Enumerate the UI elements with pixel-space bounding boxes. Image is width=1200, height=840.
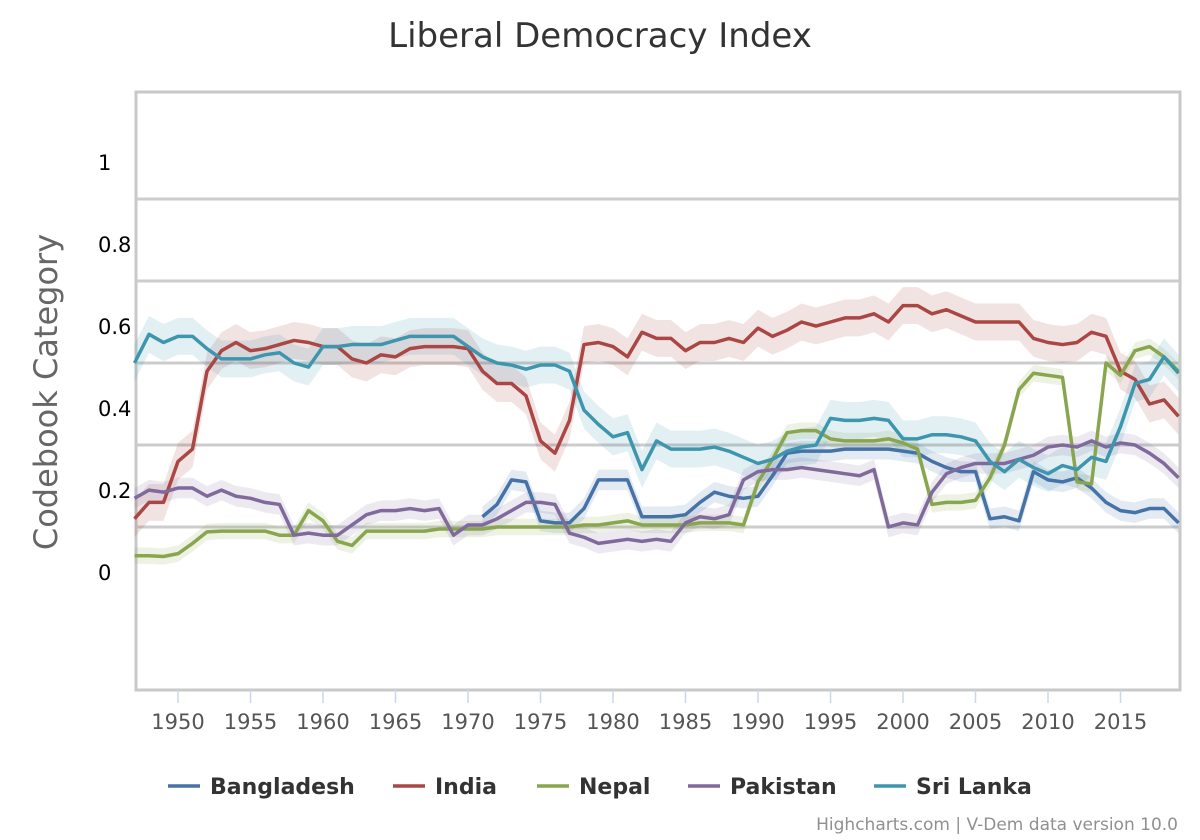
x-tick-label: 1980 — [586, 710, 639, 734]
series-lines — [132, 303, 1180, 559]
x-tick-label: 1975 — [514, 710, 567, 734]
x-tick-label: 1950 — [151, 710, 204, 734]
legend-label: India — [435, 775, 497, 800]
series-line-nepal[interactable] — [134, 344, 1180, 559]
y-tick-label: 1 — [98, 151, 111, 175]
x-tick-label: 2005 — [949, 710, 1002, 734]
x-axis: 1950 1955 1960 1965 1970 1975 1980 1985 1990 1995… — [151, 690, 1147, 734]
x-tick-label: 1965 — [369, 710, 422, 734]
y-tick-label: 0.2 — [98, 479, 131, 503]
y-tick-label: 0.8 — [98, 233, 131, 257]
confidence-bands — [134, 287, 1179, 565]
series-line-pakistan[interactable] — [133, 439, 1180, 546]
legend-item-sri-lanka[interactable]: Sri Lanka — [874, 775, 1032, 800]
x-tick-label: 2010 — [1021, 710, 1074, 734]
credits[interactable]: Highcharts.com | V-Dem data version 10.0 — [816, 815, 1178, 835]
series-line-bangladesh[interactable] — [481, 447, 1180, 525]
legend-label: Pakistan — [730, 775, 837, 800]
legend-item-india[interactable]: India — [393, 775, 497, 800]
x-tick-label: 1955 — [224, 710, 277, 734]
x-tick-label: 1995 — [804, 710, 857, 734]
x-tick-label: 2015 — [1094, 710, 1147, 734]
x-tick-label: 1985 — [659, 710, 712, 734]
legend-item-pakistan[interactable]: Pakistan — [688, 775, 837, 800]
series-line-india[interactable] — [133, 303, 1180, 520]
plot-border — [134, 90, 1182, 692]
confidence-band-bangladesh — [482, 438, 1179, 534]
y-tick-label: 0 — [98, 561, 111, 585]
legend-label: Bangladesh — [210, 775, 355, 800]
x-tick-label: 1990 — [731, 710, 784, 734]
y-tick-label: 0.6 — [98, 315, 131, 339]
x-tick-label: 1960 — [296, 710, 349, 734]
confidence-band-india — [134, 287, 1179, 538]
y-axis: 1 0.8 0.6 0.4 0.2 0 — [98, 151, 131, 585]
legend-label: Sri Lanka — [916, 775, 1032, 800]
legend: Bangladesh India Nepal Pakistan Sri Lanka — [168, 775, 1032, 800]
x-tick-label: 2000 — [876, 710, 929, 734]
legend-label: Nepal — [579, 775, 650, 800]
chart-title: Liberal Democracy Index — [388, 16, 812, 56]
confidence-band-nepal — [134, 338, 1179, 565]
y-tick-label: 0.4 — [98, 397, 131, 421]
legend-item-nepal[interactable]: Nepal — [537, 775, 650, 800]
x-tick-label: 1970 — [441, 710, 494, 734]
legend-item-bangladesh[interactable]: Bangladesh — [168, 775, 355, 800]
y-axis-title: Codebook Category — [27, 234, 65, 550]
series-line-sri-lanka[interactable] — [132, 332, 1180, 476]
